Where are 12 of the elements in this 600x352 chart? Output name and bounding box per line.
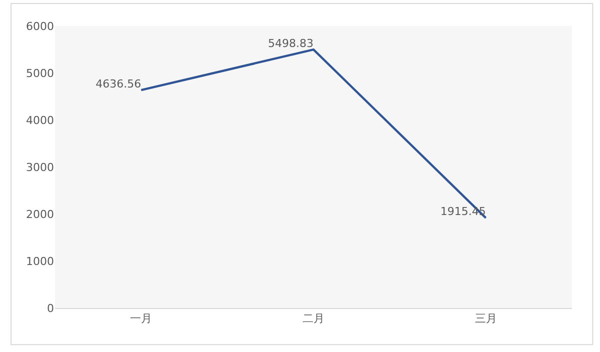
x-tick-label: 三月 (474, 312, 497, 326)
x-tick-label: 二月 (302, 312, 324, 326)
y-tick-label: 1000 (26, 254, 54, 268)
y-tick-label: 2000 (26, 208, 54, 221)
data-label: 5498.83 (268, 36, 314, 50)
y-tick-label: 4000 (26, 114, 54, 127)
y-tick-label: 5000 (26, 66, 54, 80)
y-tick-label: 0 (47, 302, 54, 315)
y-tick-label: 3000 (26, 160, 54, 174)
data-label: 4636.56 (96, 77, 142, 90)
x-tick-label: 一月 (130, 312, 152, 326)
y-tick-label: 6000 (26, 20, 54, 33)
